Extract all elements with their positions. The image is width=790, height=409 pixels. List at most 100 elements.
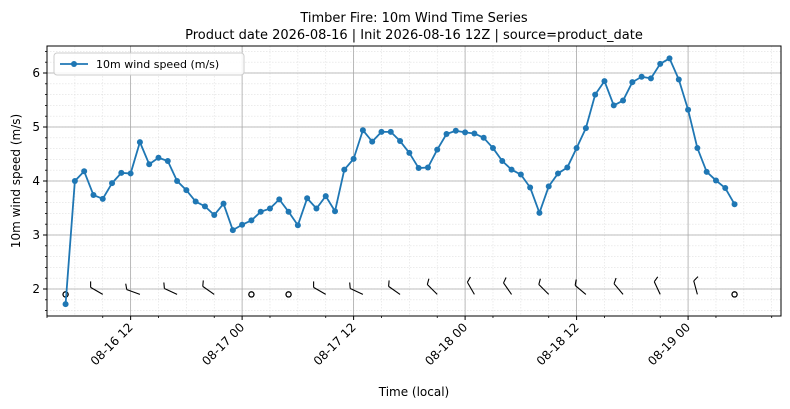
wind-barb-flag	[653, 276, 659, 283]
data-point	[378, 128, 385, 135]
wind-barb-shaft	[349, 287, 364, 295]
data-point	[127, 170, 134, 177]
data-point	[183, 187, 190, 194]
chart-subtitle: Product date 2026-08-16 | Init 2026-08-1…	[185, 28, 643, 43]
data-point	[489, 145, 496, 152]
x-axis-label: Time (local)	[378, 385, 450, 399]
legend-marker	[71, 61, 77, 67]
data-point	[685, 106, 692, 113]
data-point	[155, 154, 162, 161]
data-point	[266, 205, 273, 212]
chart-title: Timber Fire: 10m Wind Time Series	[299, 11, 528, 26]
y-axis-label: 10m wind speed (m/s)	[9, 114, 23, 248]
data-point	[322, 193, 329, 200]
data-point	[592, 91, 599, 98]
wind-barb-flag	[388, 280, 390, 287]
data-point	[712, 177, 719, 184]
data-point	[424, 164, 431, 171]
data-point	[62, 301, 69, 308]
data-point	[638, 73, 645, 80]
data-point	[582, 125, 589, 132]
data-point	[332, 208, 339, 215]
y-tick-label: 3	[32, 228, 40, 242]
wind-barb-shaft	[574, 284, 587, 295]
wind-barb-shaft	[466, 282, 475, 295]
wind-barb-calm	[285, 291, 292, 298]
data-point	[192, 198, 199, 205]
wind-barb-shaft	[388, 285, 401, 295]
data-point	[703, 168, 710, 175]
data-point	[434, 146, 441, 153]
data-point	[527, 184, 534, 191]
data-point	[369, 138, 376, 145]
wind-barb-shaft	[126, 289, 141, 295]
data-point	[620, 97, 627, 104]
data-point	[257, 208, 264, 215]
wind-barb-calm	[731, 291, 738, 298]
wind-barb-flag	[503, 277, 507, 284]
data-point	[211, 212, 218, 219]
legend-label: 10m wind speed (m/s)	[96, 58, 219, 71]
wind-barb-calm	[248, 291, 255, 298]
wind-barb-flag	[349, 282, 351, 289]
y-tick-label: 6	[32, 66, 40, 80]
data-point	[694, 145, 701, 152]
wind-barb-shaft	[202, 285, 215, 295]
wind-barb-shaft	[693, 280, 698, 295]
data-point	[443, 131, 450, 138]
data-point	[350, 155, 357, 162]
data-point	[666, 55, 673, 62]
data-point	[517, 171, 524, 178]
data-point	[722, 185, 729, 192]
wind-barb-flag	[693, 276, 699, 282]
data-point	[731, 201, 738, 208]
wind-barb-flag	[426, 278, 430, 285]
data-point	[573, 145, 580, 152]
legend-box	[53, 52, 245, 76]
data-point	[564, 164, 571, 171]
data-point	[313, 205, 320, 212]
data-point	[174, 178, 181, 184]
data-point	[555, 170, 562, 177]
data-point	[276, 196, 283, 203]
data-point	[304, 195, 311, 202]
grid	[46, 46, 781, 316]
legend: 10m wind speed (m/s)	[53, 52, 245, 76]
series-layer	[62, 55, 738, 308]
wind-barb-flag	[163, 282, 165, 289]
wind-barb-shaft	[613, 283, 624, 295]
wind-barb-shaft	[313, 286, 327, 295]
data-point	[239, 221, 246, 228]
data-point	[248, 217, 255, 224]
wind-barb-shaft	[164, 287, 178, 295]
data-point	[610, 102, 617, 109]
wind-barb-flag	[202, 280, 204, 287]
data-point	[508, 166, 515, 173]
data-point	[81, 168, 88, 175]
data-point	[99, 195, 106, 202]
wind-barb-flag	[466, 276, 471, 283]
data-point	[285, 208, 292, 215]
wind-barb-shaft	[426, 284, 438, 295]
wind-barb-flag	[538, 278, 541, 285]
data-point	[675, 76, 682, 83]
data-point	[164, 158, 171, 165]
data-point	[294, 222, 301, 229]
data-point	[657, 60, 664, 67]
wind-barb-shaft	[503, 282, 513, 295]
data-point	[118, 169, 125, 176]
data-point	[146, 161, 153, 168]
data-point	[462, 129, 469, 136]
data-point	[471, 130, 478, 137]
y-tick-label: 5	[32, 120, 40, 134]
data-point	[452, 127, 459, 134]
wind-barb-flag	[125, 283, 128, 290]
data-point	[536, 209, 543, 216]
data-point	[220, 200, 227, 207]
data-point	[480, 134, 487, 141]
data-point	[136, 139, 143, 146]
data-point	[629, 79, 636, 86]
data-point	[499, 158, 506, 165]
data-point	[359, 127, 366, 134]
